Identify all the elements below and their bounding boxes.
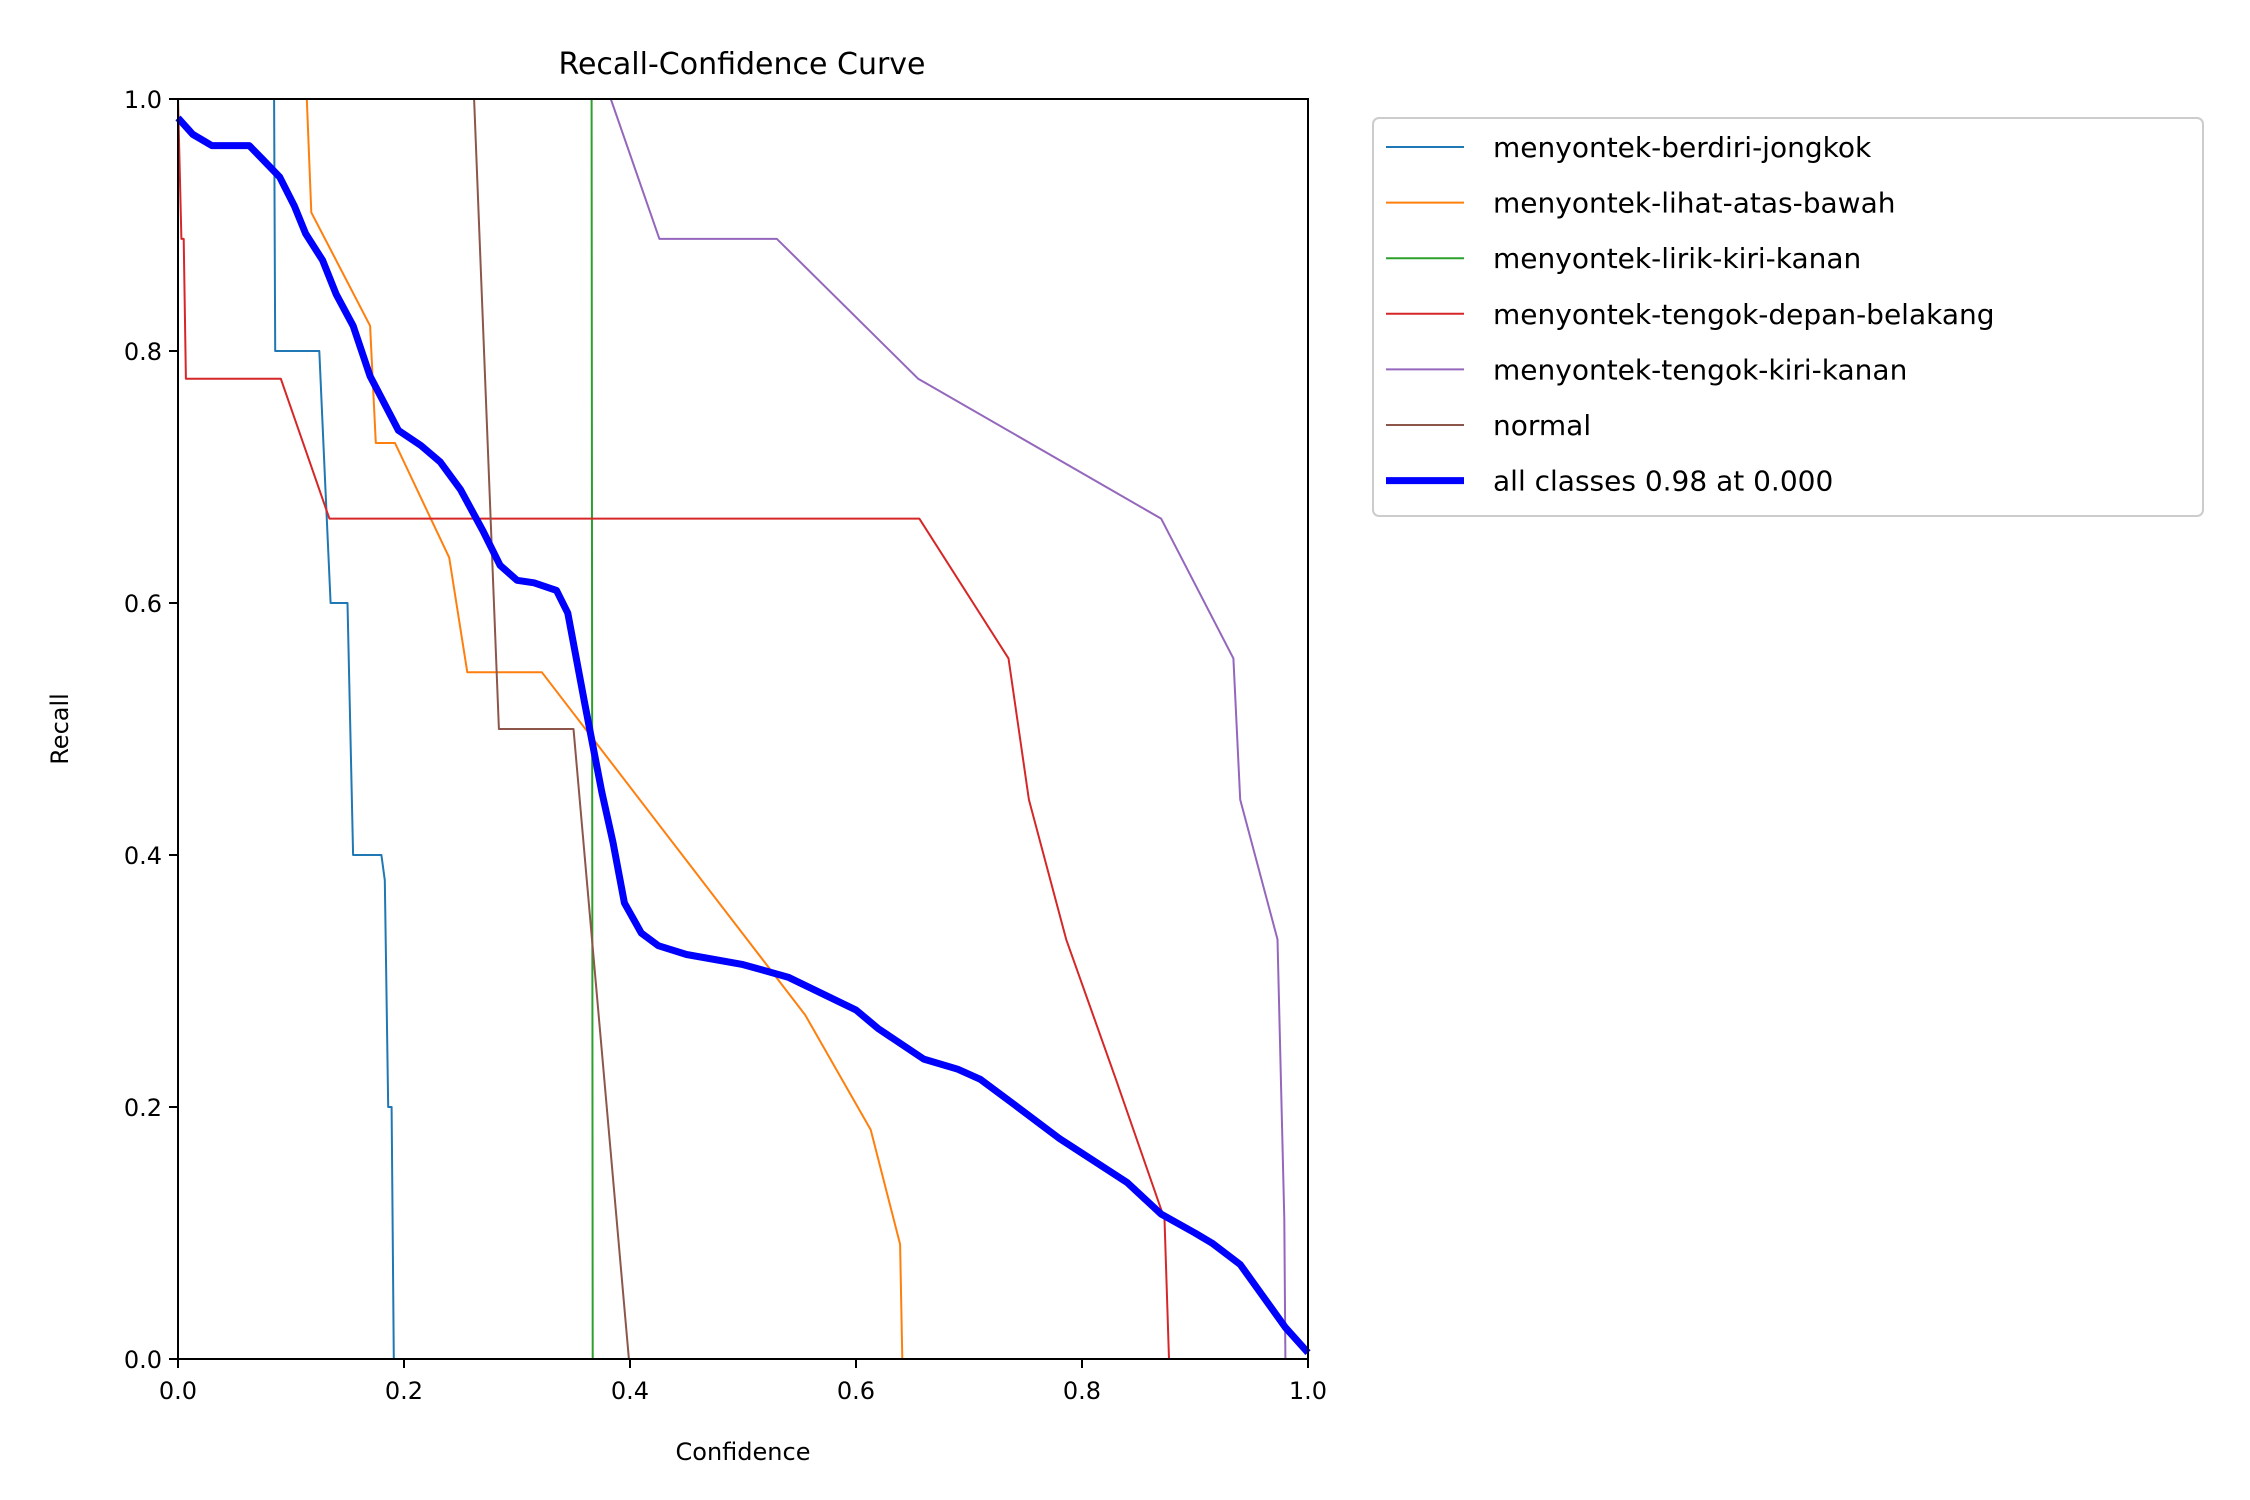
series-line-0 [273,98,1308,1360]
y-tick-label-3: 0.6 [124,590,162,618]
x-tick-label-0: 0.0 [159,1377,197,1405]
x-tick-label-5: 1.0 [1289,1377,1327,1405]
x-tick-label-4: 0.8 [1063,1377,1101,1405]
chart-title: Recall-Confidence Curve [558,47,925,82]
plot-lines [175,98,1311,1360]
legend-label-6: all classes 0.98 at 0.000 [1493,465,1833,498]
legend-label-2: menyontek-lirik-kiri-kanan [1493,242,1861,275]
series-line-5 [473,98,1308,1360]
y-axis: 0.0 0.2 0.4 0.6 0.8 1.0 [124,86,178,1374]
x-tick-label-2: 0.4 [611,1377,649,1405]
series-line-4 [609,98,1308,1360]
plot-frame [177,98,1309,1360]
x-axis-label: Confidence [676,1438,811,1466]
legend-label-4: menyontek-tengok-kiri-kanan [1493,353,1907,386]
x-tick-label-1: 0.2 [385,1377,423,1405]
y-tick-label-4: 0.8 [124,338,162,366]
series-line-6 [175,115,1311,1356]
legend-label-3: menyontek-tengok-depan-belakang [1493,298,1995,331]
legend: menyontek-berdiri-jongkok menyontek-lihat… [1372,117,2204,517]
x-tick-label-3: 0.6 [837,1377,875,1405]
legend-box [1372,117,2204,517]
legend-label-0: menyontek-berdiri-jongkok [1493,131,1872,164]
y-tick-label-0: 0.0 [124,1346,162,1374]
y-tick-label-1: 0.2 [124,1094,162,1122]
series-line-3 [177,98,1308,1360]
y-axis-label: Recall [46,693,74,765]
series-line-1 [305,98,1308,1360]
x-axis: 0.0 0.2 0.4 0.6 0.8 1.0 [159,1359,1327,1405]
legend-label-5: normal [1493,409,1591,442]
y-tick-label-5: 1.0 [124,86,162,114]
y-tick-label-2: 0.4 [124,842,162,870]
series-line-2 [590,98,1308,1360]
legend-label-1: menyontek-lihat-atas-bawah [1493,187,1896,220]
